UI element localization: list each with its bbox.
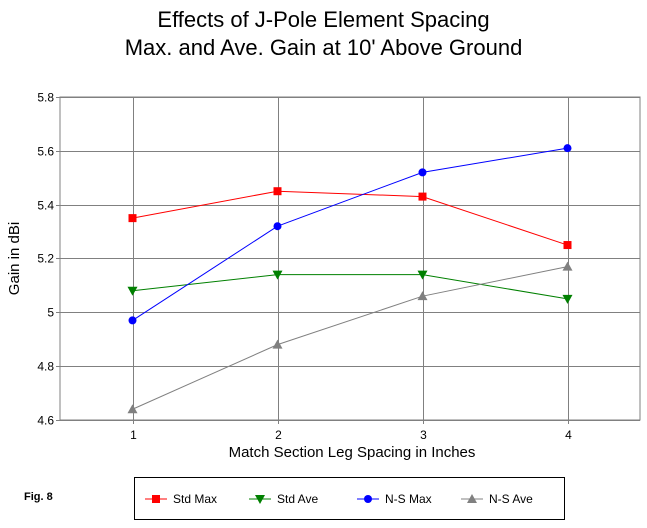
- y-tick-label: 4.6: [37, 414, 54, 428]
- data-point-n-s-ave: [127, 404, 138, 414]
- legend-item-std-ave: Std Ave: [249, 490, 318, 508]
- legend-item-n-s-ave: N-S Ave: [461, 490, 533, 508]
- data-point-n-s-max: [418, 168, 427, 177]
- y-tick-label: 5.2: [37, 252, 54, 266]
- x-tick-label: 2: [275, 428, 282, 442]
- chart-title-line-1: Effects of J-Pole Element Spacing: [157, 7, 490, 32]
- data-point-std-ave: [127, 286, 138, 296]
- data-point-n-s-ave: [562, 261, 573, 271]
- legend-label: N-S Max: [385, 492, 432, 506]
- data-point-std-ave: [562, 294, 573, 304]
- data-point-std-ave: [417, 270, 428, 280]
- legend: Std Max Std Ave N-S Max N-S Ave: [134, 477, 565, 520]
- x-tick-label: 1: [130, 428, 137, 442]
- legend-label: Std Max: [173, 492, 218, 506]
- series-line-std-ave: [132, 274, 568, 300]
- legend-marker-std-ave-icon: [249, 495, 271, 504]
- data-point-n-s-max: [128, 316, 137, 325]
- legend-marker-n-s-ave-icon: [461, 494, 483, 503]
- series-line-n-s-ave: [132, 266, 568, 410]
- legend-item-std-max: Std Max: [145, 490, 217, 508]
- data-point-std-ave: [272, 270, 283, 280]
- y-tick-label: 5.8: [37, 91, 54, 105]
- y-tick-label: 5: [47, 306, 54, 320]
- legend-marker-n-s-max-icon: [357, 495, 379, 503]
- data-point-std-max: [128, 214, 137, 223]
- chart-title: Effects of J-Pole Element Spacing Max. a…: [0, 6, 647, 62]
- y-axis-label: Gain in dBi: [6, 222, 23, 295]
- data-point-n-s-ave: [272, 339, 283, 349]
- data-point-std-max: [273, 187, 282, 196]
- x-axis-label: Match Section Leg Spacing in Inches: [229, 444, 476, 461]
- legend-item-n-s-max: N-S Max: [357, 490, 432, 508]
- chart-title-line-2: Max. and Ave. Gain at 10' Above Ground: [124, 35, 523, 60]
- y-tick-label: 4.8: [37, 360, 54, 374]
- data-point-std-max: [563, 241, 572, 250]
- legend-label: Std Ave: [277, 492, 319, 506]
- x-tick-label: 3: [420, 428, 427, 442]
- figure-label: Fig. 8: [24, 491, 53, 503]
- y-tick-label: 5.4: [37, 199, 54, 213]
- series-line-std-max: [132, 190, 568, 246]
- data-point-std-max: [418, 192, 427, 201]
- data-point-n-s-ave: [417, 291, 428, 301]
- legend-marker-std-max-icon: [145, 495, 167, 503]
- legend-label: N-S Ave: [489, 492, 533, 506]
- x-tick-label: 4: [565, 428, 572, 442]
- data-point-n-s-max: [563, 144, 572, 153]
- series-line-n-s-max: [132, 147, 568, 321]
- data-point-n-s-max: [273, 222, 282, 231]
- y-tick-label: 5.6: [37, 145, 54, 159]
